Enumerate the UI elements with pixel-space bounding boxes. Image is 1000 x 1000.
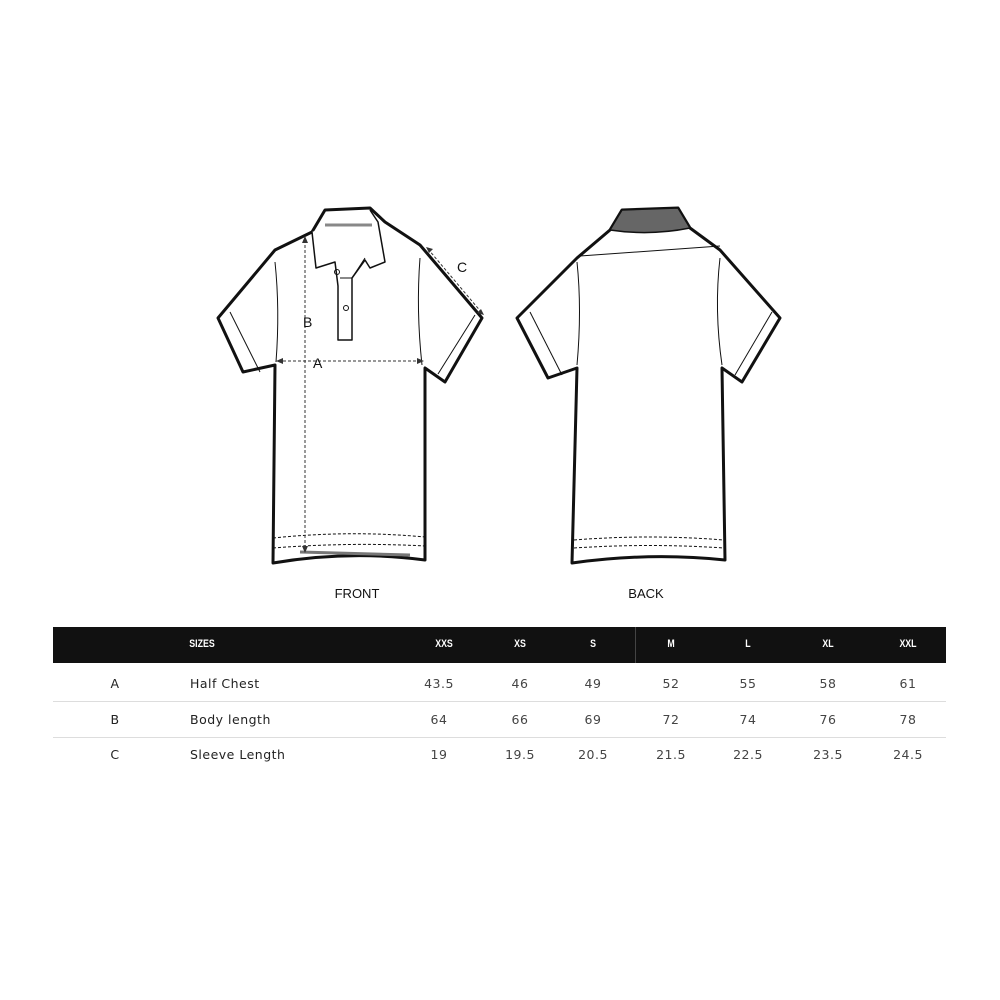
label-c: C	[457, 259, 467, 275]
size-value: 55	[739, 676, 757, 691]
table-row: A Half Chest 43.5 46 49 52 55 58 61	[53, 667, 946, 702]
size-value: 74	[739, 712, 757, 727]
header-l: L	[745, 638, 751, 650]
row-label: Body length	[190, 712, 271, 727]
row-divider	[53, 701, 946, 702]
header-sizes: SIZES	[189, 638, 215, 650]
size-value: 21.5	[656, 747, 686, 762]
header-xl: XL	[822, 638, 834, 650]
header-s: S	[590, 638, 596, 650]
size-value: 19	[430, 747, 448, 762]
back-shirt-drawing	[515, 206, 782, 565]
size-table-header: SIZES XXS XS S M L XL XXL	[53, 627, 946, 663]
size-value: 49	[584, 676, 602, 691]
back-caption: BACK	[628, 586, 664, 601]
row-divider	[53, 737, 946, 738]
row-label: Sleeve Length	[190, 747, 286, 762]
size-value: 52	[662, 676, 680, 691]
size-value: 64	[430, 712, 448, 727]
header-xxl: XXL	[899, 638, 917, 650]
size-value: 61	[899, 676, 917, 691]
size-value: 69	[584, 712, 602, 727]
row-letter: B	[110, 712, 120, 727]
size-value: 46	[511, 676, 529, 691]
size-value: 23.5	[813, 747, 843, 762]
size-value: 66	[511, 712, 529, 727]
size-value: 43.5	[424, 676, 454, 691]
front-shirt-drawing	[216, 206, 484, 565]
size-value: 72	[662, 712, 680, 727]
arrowheads	[276, 236, 484, 553]
header-xs: XS	[514, 638, 526, 650]
size-value: 20.5	[578, 747, 608, 762]
shirt-diagrams: B A C	[216, 206, 782, 565]
row-letter: C	[110, 747, 120, 762]
table-row: B Body length 64 66 69 72 74 76 78	[53, 703, 946, 738]
size-value: 78	[899, 712, 917, 727]
header-m: M	[667, 638, 675, 650]
header-divider	[635, 627, 636, 663]
size-value: 22.5	[733, 747, 763, 762]
header-xxs: XXS	[435, 638, 453, 650]
row-label: Half Chest	[190, 676, 260, 691]
front-caption: FRONT	[334, 586, 380, 601]
label-b: B	[303, 314, 312, 330]
measurement-lines	[278, 240, 483, 550]
size-value: 19.5	[505, 747, 535, 762]
size-value: 58	[819, 676, 837, 691]
size-value: 76	[819, 712, 837, 727]
sleeve-length-line	[427, 248, 483, 314]
size-value: 24.5	[893, 747, 923, 762]
row-letter: A	[110, 676, 120, 691]
table-row: C Sleeve Length 19 19.5 20.5 21.5 22.5 23.5 24.5	[53, 738, 946, 773]
label-a: A	[313, 355, 323, 371]
